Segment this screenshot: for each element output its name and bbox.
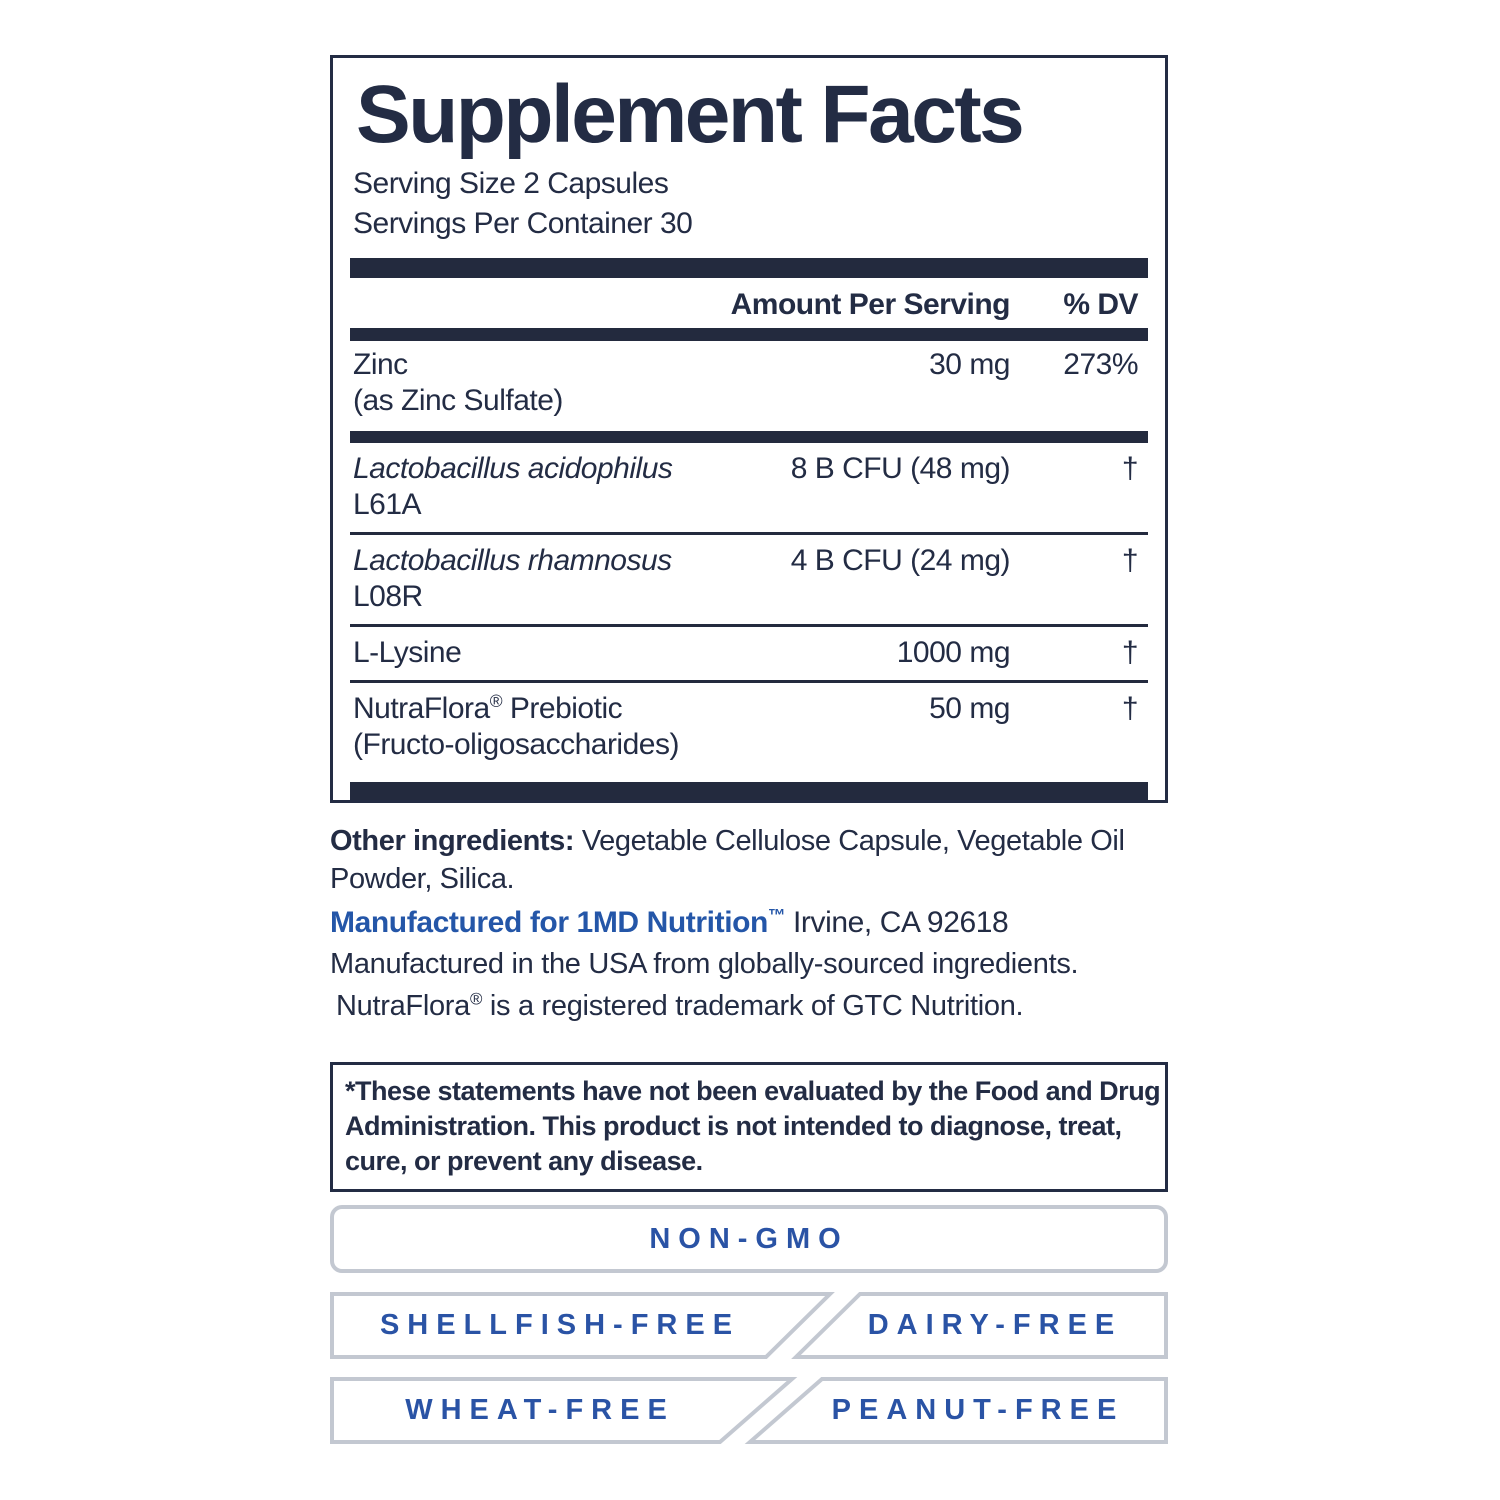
rhamnosus-species: Lactobacillus rhamnosus <box>353 544 672 577</box>
rhamnosus-strain: L08R <box>353 580 423 613</box>
badge-non-gmo: NON-GMO <box>330 1205 1168 1273</box>
lysine-dv dagger-symbol: † <box>1121 636 1139 669</box>
badge-shellfish-free: SHELLFISH-FREE <box>330 1292 790 1359</box>
rhamnosus-dv dagger-symbol: † <box>1121 544 1139 577</box>
acidophilus-amount: 8 B CFU (48 mg) <box>790 452 1011 485</box>
nutraflora-detail: (Fructo-oligosaccharides) <box>353 728 679 761</box>
other-ingredients: Other ingredients: Vegetable Cellulose C… <box>330 822 1180 898</box>
badge-split-outline <box>330 1377 1168 1444</box>
badge-wheat-free: WHEAT-FREE <box>330 1377 750 1444</box>
nutraflora-trademark-note: NutraFlora® is a registered trademark of… <box>336 989 1024 1023</box>
rhamnosus-amount: 4 B CFU (24 mg) <box>790 544 1011 577</box>
zinc-section-bar <box>350 431 1148 443</box>
disclaimer-line: *These statements have not been evaluate… <box>345 1076 1161 1106</box>
badge-dairy-free-label: DAIRY-FREE <box>867 1309 1123 1341</box>
disclaimer-line: Administration. This product is not inte… <box>345 1111 1122 1141</box>
other-ingredients-text: Vegetable Cellulose Capsule, Vegetable O… <box>330 825 1125 895</box>
other-ingredients-label: Other ingredients: <box>330 825 575 857</box>
supplement-facts-panel: Supplement Facts Serving Size 2 Capsules… <box>330 55 1168 803</box>
rhamnosus-name: Lactobacillus rhamnosus L08R <box>350 543 690 615</box>
header-percent-dv: % DV <box>1063 288 1138 321</box>
nutraflora-name: NutraFlora® Prebiotic (Fructo-oligosacch… <box>350 691 690 763</box>
table-row-nutraflora: NutraFlora® Prebiotic (Fructo-oligosacch… <box>350 683 1148 774</box>
badge-peanut-free-label: PEANUT-FREE <box>831 1394 1125 1426</box>
zinc-label: Zinc <box>353 348 408 381</box>
facts-title: Supplement Facts <box>356 69 1025 160</box>
header-underline-bar <box>350 328 1148 341</box>
badge-wheat-free-label: WHEAT-FREE <box>405 1394 675 1426</box>
trademark-note-text: is a registered trademark of GTC Nutriti… <box>489 990 1024 1022</box>
fda-disclaimer-box: *These statements have not been evaluate… <box>330 1062 1168 1192</box>
acidophilus-strain: L61A <box>353 488 422 521</box>
badge-non-gmo-label: NON-GMO <box>649 1222 849 1255</box>
zinc-name: Zinc (as Zinc Sulfate) <box>350 347 690 419</box>
acidophilus-dv dagger-symbol: † <box>1121 452 1139 485</box>
trademark-icon: ™ <box>768 905 785 925</box>
table-row-rhamnosus: Lactobacillus rhamnosus L08R 4 B CFU (24… <box>350 535 1148 624</box>
header-amount-per-serving: Amount Per Serving <box>730 288 1011 321</box>
acidophilus-name: Lactobacillus acidophilus L61A <box>350 451 690 523</box>
manufacturer-brand: Manufactured for 1MD Nutrition™ <box>330 906 785 939</box>
nutraflora-amount: 50 mg <box>929 692 1010 725</box>
registered-mark-icon: ® <box>489 691 503 711</box>
badge-peanut-free: PEANUT-FREE <box>788 1377 1168 1444</box>
manufacturer-location: Irvine, CA 92618 <box>792 906 1009 939</box>
table-header-row: Amount Per Serving % DV <box>350 278 1148 328</box>
zinc-detail: (as Zinc Sulfate) <box>353 384 563 417</box>
lysine-amount: 1000 mg <box>896 636 1011 669</box>
table-row-lysine: L-Lysine 1000 mg † <box>350 627 1148 680</box>
trademark-note-brand: NutraFlora <box>336 990 470 1022</box>
badge-dairy-free: DAIRY-FREE <box>822 1292 1168 1359</box>
disclaimer-line: cure, or prevent any disease. <box>345 1146 703 1176</box>
row-separator <box>350 532 1148 535</box>
serving-size: Serving Size 2 Capsules <box>353 167 669 200</box>
made-in-usa-line: Manufactured in the USA from globally-so… <box>330 948 1079 980</box>
nutraflora-dv dagger-symbol: † <box>1121 692 1139 725</box>
table-row-acidophilus: Lactobacillus acidophilus L61A 8 B CFU (… <box>350 443 1148 532</box>
zinc-amount: 30 mg <box>929 348 1010 381</box>
lysine-name: L-Lysine <box>353 636 462 669</box>
manufacturer-brand-text: Manufactured for 1MD Nutrition <box>330 906 768 939</box>
badge-split-outline <box>330 1292 1168 1359</box>
zinc-dv: 273% <box>1063 348 1138 381</box>
servings-per-container: Servings Per Container 30 <box>353 207 693 240</box>
row-separator <box>350 624 1148 627</box>
badge-row-shellfish-dairy: SHELLFISH-FREE DAIRY-FREE <box>330 1292 1168 1359</box>
manufactured-for-line: Manufactured for 1MD Nutrition™ Irvine, … <box>330 906 1009 940</box>
row-separator <box>350 680 1148 683</box>
badge-shellfish-free-label: SHELLFISH-FREE <box>379 1309 741 1341</box>
table-bottom-bar <box>350 782 1148 800</box>
acidophilus-species: Lactobacillus acidophilus <box>353 452 673 485</box>
table-top-bar <box>350 258 1148 278</box>
nutraflora-label: Prebiotic <box>509 692 623 725</box>
registered-mark-icon: ® <box>470 989 483 1009</box>
table-row-zinc: Zinc (as Zinc Sulfate) 30 mg 273% <box>350 341 1148 431</box>
badge-row-wheat-peanut: WHEAT-FREE PEANUT-FREE <box>330 1377 1168 1444</box>
nutraflora-brand: NutraFlora <box>353 692 490 725</box>
